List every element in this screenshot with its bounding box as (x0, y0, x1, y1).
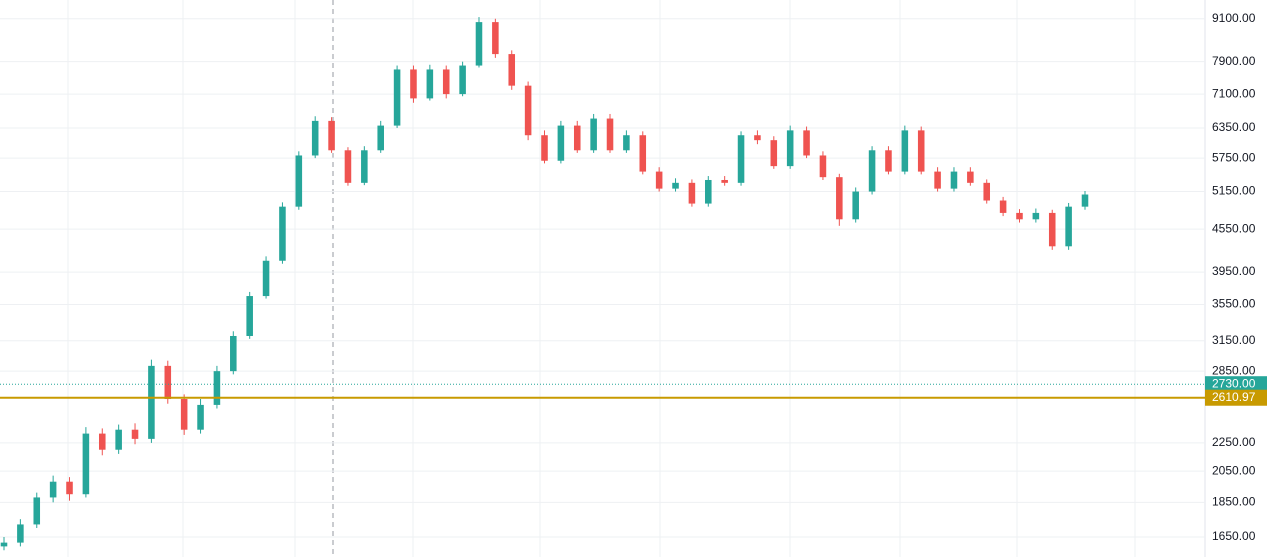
price-label: 2610.97 (1212, 390, 1256, 404)
candle-body (950, 171, 958, 189)
candle-body (655, 171, 663, 189)
candle-body (262, 260, 270, 297)
candle-body (131, 429, 139, 439)
candle-body (541, 135, 548, 161)
candle-body (492, 22, 499, 55)
candle-body (721, 179, 728, 183)
price-badge (1205, 389, 1267, 406)
candle-body (148, 365, 155, 439)
candle-body (475, 22, 483, 66)
candle-body (361, 150, 368, 183)
y-tick-label: 1850.00 (1212, 494, 1256, 508)
price-badge (1205, 376, 1267, 393)
candle-body (688, 182, 696, 204)
candle-body (590, 118, 597, 151)
candle-body (836, 177, 843, 220)
candle-body (33, 497, 41, 525)
candle-body (754, 135, 761, 141)
candle-body (213, 371, 221, 405)
candle-body (1081, 194, 1089, 207)
candle-body (770, 140, 778, 167)
candle-body (917, 130, 925, 172)
candle-body (66, 481, 73, 495)
price-label: 2730.00 (1212, 376, 1256, 390)
candle-body (557, 125, 565, 161)
candle-body (623, 135, 630, 151)
y-tick-label: 7100.00 (1212, 86, 1256, 100)
y-tick-label: 3150.00 (1212, 333, 1256, 347)
candle-body (803, 130, 810, 156)
candle-body (98, 433, 106, 450)
y-tick-label: 7900.00 (1212, 54, 1256, 68)
candle-body (393, 69, 401, 126)
candle-body (639, 135, 647, 172)
candle-body (524, 85, 532, 136)
candle-body (1065, 206, 1072, 247)
candle-body (786, 130, 794, 167)
candle-body (180, 399, 188, 430)
candle-body (17, 524, 24, 543)
y-tick-label: 2050.00 (1212, 463, 1256, 477)
vertical-grid (67, 0, 1136, 557)
candle-body (115, 429, 122, 450)
candle-body (573, 125, 581, 151)
candle-body (819, 155, 827, 178)
candle-body (1048, 212, 1056, 247)
candle-body (672, 182, 679, 189)
y-tick-label: 6350.00 (1212, 120, 1256, 134)
candle-body (885, 150, 892, 172)
y-tick-label: 5150.00 (1212, 184, 1256, 198)
candle-body (999, 200, 1007, 213)
candle-body (459, 65, 466, 95)
candle-body (0, 542, 8, 547)
candle-body (1016, 212, 1023, 220)
candle-body (328, 120, 335, 151)
candle-body (230, 335, 237, 372)
candle-body (49, 481, 57, 498)
candle-body (705, 179, 712, 204)
candle-body (246, 296, 253, 336)
candle-body (279, 206, 286, 261)
candle-body (82, 433, 90, 495)
candle-body (737, 135, 745, 183)
candle-body (868, 150, 876, 192)
y-tick-label: 1650.00 (1212, 529, 1256, 543)
y-tick-label: 5750.00 (1212, 150, 1256, 164)
y-tick-label: 3950.00 (1212, 264, 1256, 278)
candle-body (967, 171, 974, 183)
candle-body (164, 365, 172, 400)
candle-body (442, 69, 450, 95)
y-tick-label: 2850.00 (1212, 363, 1256, 377)
candle-body (426, 69, 434, 99)
candle-body (197, 404, 204, 430)
candle-body (901, 130, 909, 172)
candle-body (852, 191, 859, 220)
candle-body (606, 118, 614, 151)
candle-body (508, 54, 516, 86)
candle-body (295, 155, 303, 207)
candle-body (983, 182, 991, 201)
candle-body (311, 120, 319, 156)
y-tick-label: 3550.00 (1212, 297, 1256, 311)
candle-body (377, 125, 384, 151)
y-tick-label: 4550.00 (1212, 221, 1256, 235)
y-tick-label: 9100.00 (1212, 11, 1256, 25)
candle-body (410, 69, 417, 99)
candle-body (344, 150, 352, 183)
candle-body (1032, 212, 1040, 220)
y-tick-label: 2250.00 (1212, 435, 1256, 449)
candle-body (934, 171, 941, 189)
